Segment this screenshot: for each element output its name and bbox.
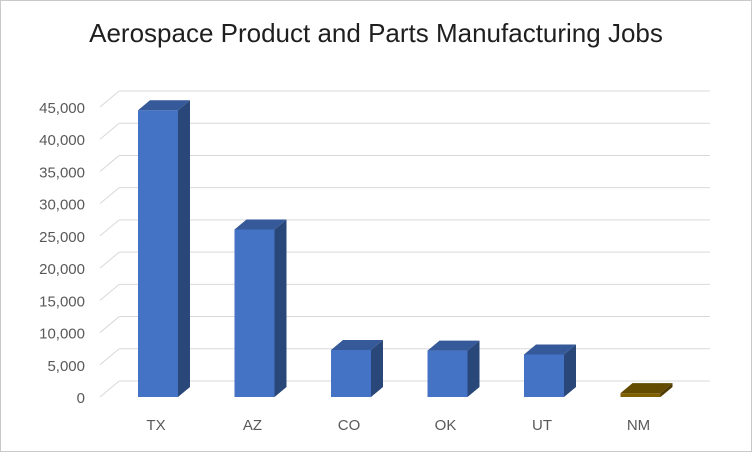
gridline-diagonal	[99, 155, 120, 172]
x-tick-label: AZ	[243, 417, 262, 434]
bar-tx	[138, 100, 190, 397]
bar-front	[331, 349, 371, 397]
bar-az	[234, 219, 287, 397]
gridline-diagonal	[99, 122, 120, 140]
bar-top	[234, 219, 287, 230]
y-tick-label: 40,000	[39, 132, 85, 149]
bar-top	[331, 339, 383, 350]
gridline-diagonal	[99, 380, 120, 398]
gridline-diagonal	[99, 187, 120, 205]
bar-side	[467, 340, 480, 397]
chart-title: Aerospace Product and Parts Manufacturin…	[89, 18, 663, 48]
x-tick-label: OK	[435, 417, 457, 434]
x-axis-ticks: TX AZ CO OK UT NM	[146, 417, 650, 434]
y-tick-label: 15,000	[39, 293, 85, 310]
y-tick-label: 0	[77, 390, 85, 407]
y-tick-label: 20,000	[39, 261, 85, 278]
x-tick-label: TX	[146, 417, 165, 434]
y-tick-label: 30,000	[39, 197, 85, 214]
bar-top	[620, 383, 673, 394]
bar-side	[274, 219, 287, 397]
bar-front	[524, 354, 564, 397]
bar-side	[564, 344, 576, 397]
bar-front	[234, 229, 275, 397]
y-tick-label: 25,000	[39, 229, 85, 246]
gridline-diagonal	[99, 219, 120, 237]
bar-co	[331, 339, 383, 397]
x-tick-label: UT	[532, 417, 552, 434]
bar-front	[427, 350, 468, 397]
bar-side	[371, 339, 383, 397]
gridline-diagonal	[99, 283, 120, 301]
gridline-diagonal	[99, 90, 120, 108]
bar-front	[138, 110, 178, 397]
bar-nm	[620, 383, 673, 397]
bars	[138, 100, 673, 397]
gridline-diagonal	[99, 316, 120, 333]
y-axis-ticks: 0 5,000 10,000 15,000 20,000 25,000 30,000 35,0…	[39, 100, 85, 407]
bar-top	[138, 100, 190, 111]
gridlines	[99, 90, 710, 398]
y-tick-label: 10,000	[39, 326, 85, 343]
bar-top	[427, 340, 480, 351]
gridline-diagonal	[99, 251, 120, 269]
gridline-diagonal	[99, 348, 120, 366]
y-tick-label: 5,000	[47, 358, 85, 375]
bar-front	[620, 393, 661, 397]
x-tick-label: CO	[338, 417, 361, 434]
y-tick-label: 45,000	[39, 100, 85, 117]
y-tick-label: 35,000	[39, 164, 85, 181]
bar-ut	[524, 344, 576, 397]
bar-top	[524, 344, 576, 355]
bar-ok	[427, 340, 480, 397]
x-tick-label: NM	[627, 417, 650, 434]
bar-side	[178, 100, 190, 397]
bar-side	[660, 383, 673, 397]
